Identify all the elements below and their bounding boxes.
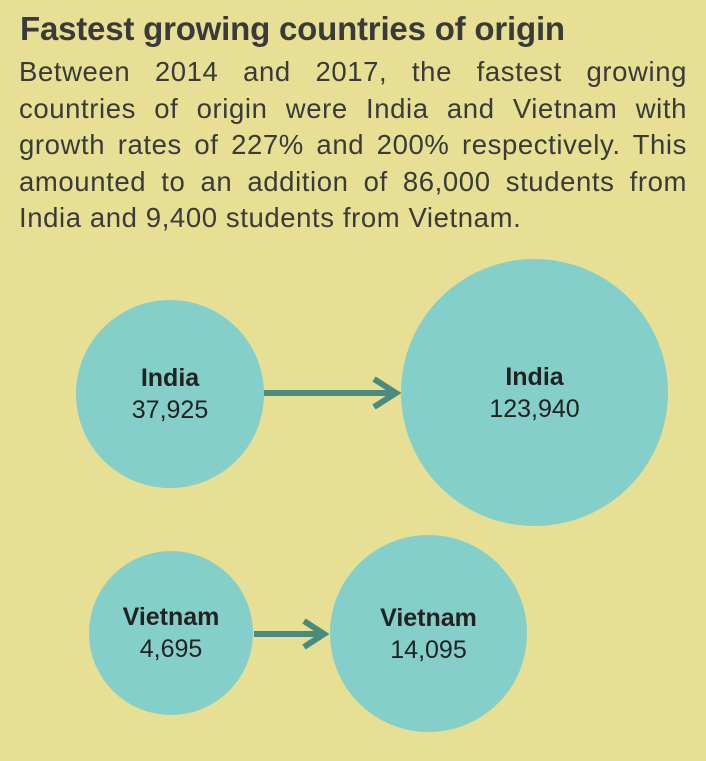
india-2017-circle: India 123,940 bbox=[401, 259, 668, 526]
vietnam-2017-value: 14,095 bbox=[390, 635, 467, 664]
vietnam-2017-circle: Vietnam 14,095 bbox=[330, 535, 527, 732]
vietnam-growth-arrow bbox=[254, 618, 330, 650]
description-paragraph: Between 2014 and 2017, the fastest growi… bbox=[19, 56, 687, 233]
india-2017-label: India bbox=[505, 362, 564, 391]
india-2014-value: 37,925 bbox=[131, 396, 209, 424]
india-2014-circle: India 37,925 bbox=[76, 300, 264, 488]
vietnam-2017-label: Vietnam bbox=[380, 603, 477, 632]
india-2014-label: India bbox=[140, 364, 200, 392]
vietnam-2014-circle: Vietnam 4,695 bbox=[89, 551, 253, 715]
page-title: Fastest growing countries of origin bbox=[20, 10, 565, 47]
india-2017-value: 123,940 bbox=[489, 394, 580, 423]
vietnam-2014-label: Vietnam bbox=[122, 603, 220, 631]
vietnam-2014-value: 4,695 bbox=[139, 635, 203, 663]
india-growth-arrow bbox=[264, 376, 402, 410]
